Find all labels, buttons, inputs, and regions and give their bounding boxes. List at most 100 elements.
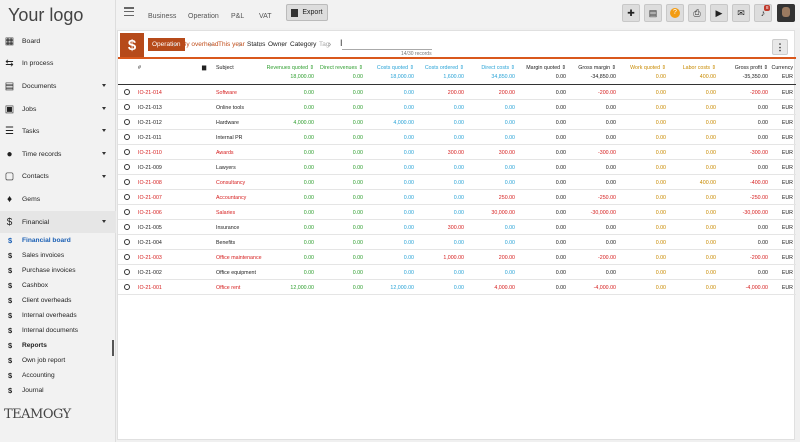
search-input[interactable] — [342, 49, 432, 50]
table-row[interactable]: IO-21-011 Internal PR 0.00 0.00 0.00 0.00 0.00… — [118, 130, 796, 145]
table-row[interactable]: IO-21-012 Hardware 4,000.00 0.00 4,000.00 0.0… — [118, 115, 796, 130]
sidebar-subitem-accounting[interactable]: $ Accounting — [0, 368, 116, 383]
row-select-radio[interactable] — [124, 254, 130, 260]
sidebar-item-in-process[interactable]: ⇆ In process — [0, 53, 116, 76]
row-select-radio[interactable] — [124, 239, 130, 245]
avatar[interactable] — [777, 4, 795, 22]
sidebar-item-tasks[interactable]: ☰ Tasks — [0, 120, 116, 143]
row-id[interactable]: IO-21-012 — [138, 119, 162, 126]
chevron-down-icon[interactable] — [102, 84, 106, 88]
column-header-direct-costs[interactable]: Direct costs ⇕ 34,850.00 — [481, 65, 515, 80]
row-subject[interactable]: Salaries — [216, 209, 236, 216]
sidebar-scrollbar[interactable] — [112, 340, 114, 356]
sidebar-subitem-internal-overheads[interactable]: $ Internal overheads — [0, 308, 116, 323]
filter-status[interactable]: Status — [247, 41, 266, 48]
table-row[interactable]: IO-21-008 Consultancy 0.00 0.00 0.00 0.00 0.00… — [118, 175, 796, 190]
sidebar-subitem-own-job-report[interactable]: $ Own job report — [0, 353, 116, 368]
print-icon[interactable]: ⎙ — [688, 4, 706, 22]
row-select-radio[interactable] — [124, 209, 130, 215]
sidebar-item-contacts[interactable]: ▢ Contacts — [0, 166, 116, 189]
table-row[interactable]: IO-21-005 Insurance 0.00 0.00 0.00 300.00 0.00… — [118, 220, 796, 235]
sidebar-item-time-records[interactable]: ● Time records — [0, 143, 116, 166]
row-id[interactable]: IO-21-009 — [138, 164, 162, 171]
row-id[interactable]: IO-21-001 — [138, 284, 162, 291]
row-select-radio[interactable] — [124, 149, 130, 155]
row-select-radio[interactable] — [124, 284, 130, 290]
column-header-subject[interactable]: Subject — [216, 65, 234, 72]
table-row[interactable]: IO-21-013 Online tools 0.00 0.00 0.00 0.00 0.0… — [118, 100, 796, 115]
sidebar-item-jobs[interactable]: ▣ Jobs — [0, 98, 116, 121]
row-subject[interactable]: Office rent — [216, 284, 241, 291]
chevron-down-icon[interactable] — [102, 174, 106, 178]
menu-business[interactable]: Business — [148, 13, 177, 20]
sidebar-subitem-client-overheads[interactable]: $ Client overheads — [0, 293, 116, 308]
row-subject[interactable]: Lawyers — [216, 164, 236, 171]
column-header-costs-quoted[interactable]: Costs quoted ⇕ 18,000.00 — [377, 65, 414, 80]
sidebar-subitem-financial-board[interactable]: $ Financial board — [0, 233, 116, 248]
row-select-radio[interactable] — [124, 119, 130, 125]
filter-this-year[interactable]: This year — [218, 41, 245, 48]
table-row[interactable]: IO-21-014 Software 0.00 0.00 0.00 200.00 200.0… — [118, 85, 796, 100]
row-id[interactable]: IO-21-013 — [138, 104, 162, 111]
sidebar-subitem-cashbox[interactable]: $ Cashbox — [0, 278, 116, 293]
row-select-radio[interactable] — [124, 134, 130, 140]
table-row[interactable]: IO-21-009 Lawyers 0.00 0.00 0.00 0.00 0.00 0.00… — [118, 160, 796, 175]
menu-operation[interactable]: Operation — [188, 13, 219, 20]
table-row[interactable]: IO-21-006 Salaries 0.00 0.00 0.00 0.00 30,000.… — [118, 205, 796, 220]
row-select-radio[interactable] — [124, 179, 130, 185]
chat-icon[interactable]: ✉ — [732, 4, 750, 22]
filter-category[interactable]: Category — [290, 41, 317, 48]
table-row[interactable]: IO-21-007 Accountancy 0.00 0.00 0.00 0.00 250.… — [118, 190, 796, 205]
plus-icon[interactable]: ✚ — [622, 4, 640, 22]
filter-by-overhead[interactable]: By overhead — [182, 41, 219, 48]
row-id[interactable]: IO-21-008 — [138, 179, 162, 186]
sidebar-item-financial[interactable]: $ Financial — [0, 210, 116, 234]
menu-pl[interactable]: P&L — [231, 13, 245, 20]
row-id[interactable]: IO-21-004 — [138, 239, 162, 246]
table-row[interactable]: IO-21-001 Office rent 12,000.00 0.00 12,000.… — [118, 280, 796, 295]
sidebar-subitem-internal-documents[interactable]: $ Internal documents — [0, 323, 116, 338]
row-subject[interactable]: Online tools — [216, 104, 244, 111]
column-header-costs-ordered[interactable]: Costs ordered ⇕ 1,600.00 — [425, 65, 464, 80]
row-subject[interactable]: Benefits — [216, 239, 236, 246]
row-subject[interactable]: Consultancy — [216, 179, 246, 186]
column-header-direct-revenues[interactable]: Direct revenues ⇕ 0.00 — [320, 65, 363, 80]
row-select-radio[interactable] — [124, 89, 130, 95]
video-icon[interactable]: ▶ — [710, 4, 728, 22]
row-subject[interactable]: Office maintenance — [216, 254, 262, 261]
row-id[interactable]: IO-21-002 — [138, 269, 162, 276]
sidebar-subitem-sales-invoices[interactable]: $ Sales invoices — [0, 248, 116, 263]
row-id[interactable]: IO-21-011 — [138, 134, 162, 141]
row-subject[interactable]: Awards — [216, 149, 234, 156]
table-row[interactable]: IO-21-010 Awards 0.00 0.00 0.00 300.00 300.00 0… — [118, 145, 796, 160]
row-subject[interactable]: Hardware — [216, 119, 239, 126]
column-header-work-quoted[interactable]: Work quoted ⇕ 0.00 — [630, 65, 666, 80]
filter-tag[interactable]: Tag — [319, 41, 330, 48]
sidebar-item-documents[interactable]: ▤ Documents — [0, 75, 116, 98]
sidebar-item-board[interactable]: ▦ Board — [0, 30, 116, 53]
column-header-margin-quoted[interactable]: Margin quoted ⇕ 0.00 — [526, 65, 566, 80]
row-id[interactable]: IO-21-003 — [138, 254, 162, 261]
hamburger-menu-icon[interactable] — [124, 7, 134, 17]
filter-owner[interactable]: Owner — [268, 41, 288, 48]
row-select-radio[interactable] — [124, 224, 130, 230]
row-select-radio[interactable] — [124, 194, 130, 200]
logo[interactable]: Your logo — [8, 5, 84, 25]
row-id[interactable]: IO-21-010 — [138, 149, 162, 156]
bell-icon[interactable]: ♪ 8 — [754, 4, 772, 22]
chevron-down-icon[interactable] — [102, 151, 106, 155]
row-subject[interactable]: Software — [216, 89, 237, 96]
sidebar-item-gems[interactable]: ♦ Gems — [0, 188, 116, 211]
chevron-down-icon[interactable] — [102, 129, 106, 133]
column-header-labor-costs[interactable]: Labor costs ⇕ 400.00 — [683, 65, 716, 80]
row-select-radio[interactable] — [124, 104, 130, 110]
chevron-down-icon[interactable] — [102, 106, 106, 110]
column-header-gross-profit[interactable]: Gross profit ⇕ -35,350.00 — [735, 65, 768, 80]
sidebar-subitem-journal[interactable]: $ Journal — [0, 383, 116, 398]
table-row[interactable]: IO-21-003 Office maintenance 0.00 0.00 0.00 1… — [118, 250, 796, 265]
column-header-gross-margin[interactable]: Gross margin ⇕ -34,850.00 — [578, 65, 616, 80]
row-id[interactable]: IO-21-005 — [138, 224, 162, 231]
more-options-icon[interactable]: ⋮ — [772, 39, 788, 55]
export-button[interactable]: Export — [286, 4, 328, 21]
row-subject[interactable]: Accountancy — [216, 194, 247, 201]
